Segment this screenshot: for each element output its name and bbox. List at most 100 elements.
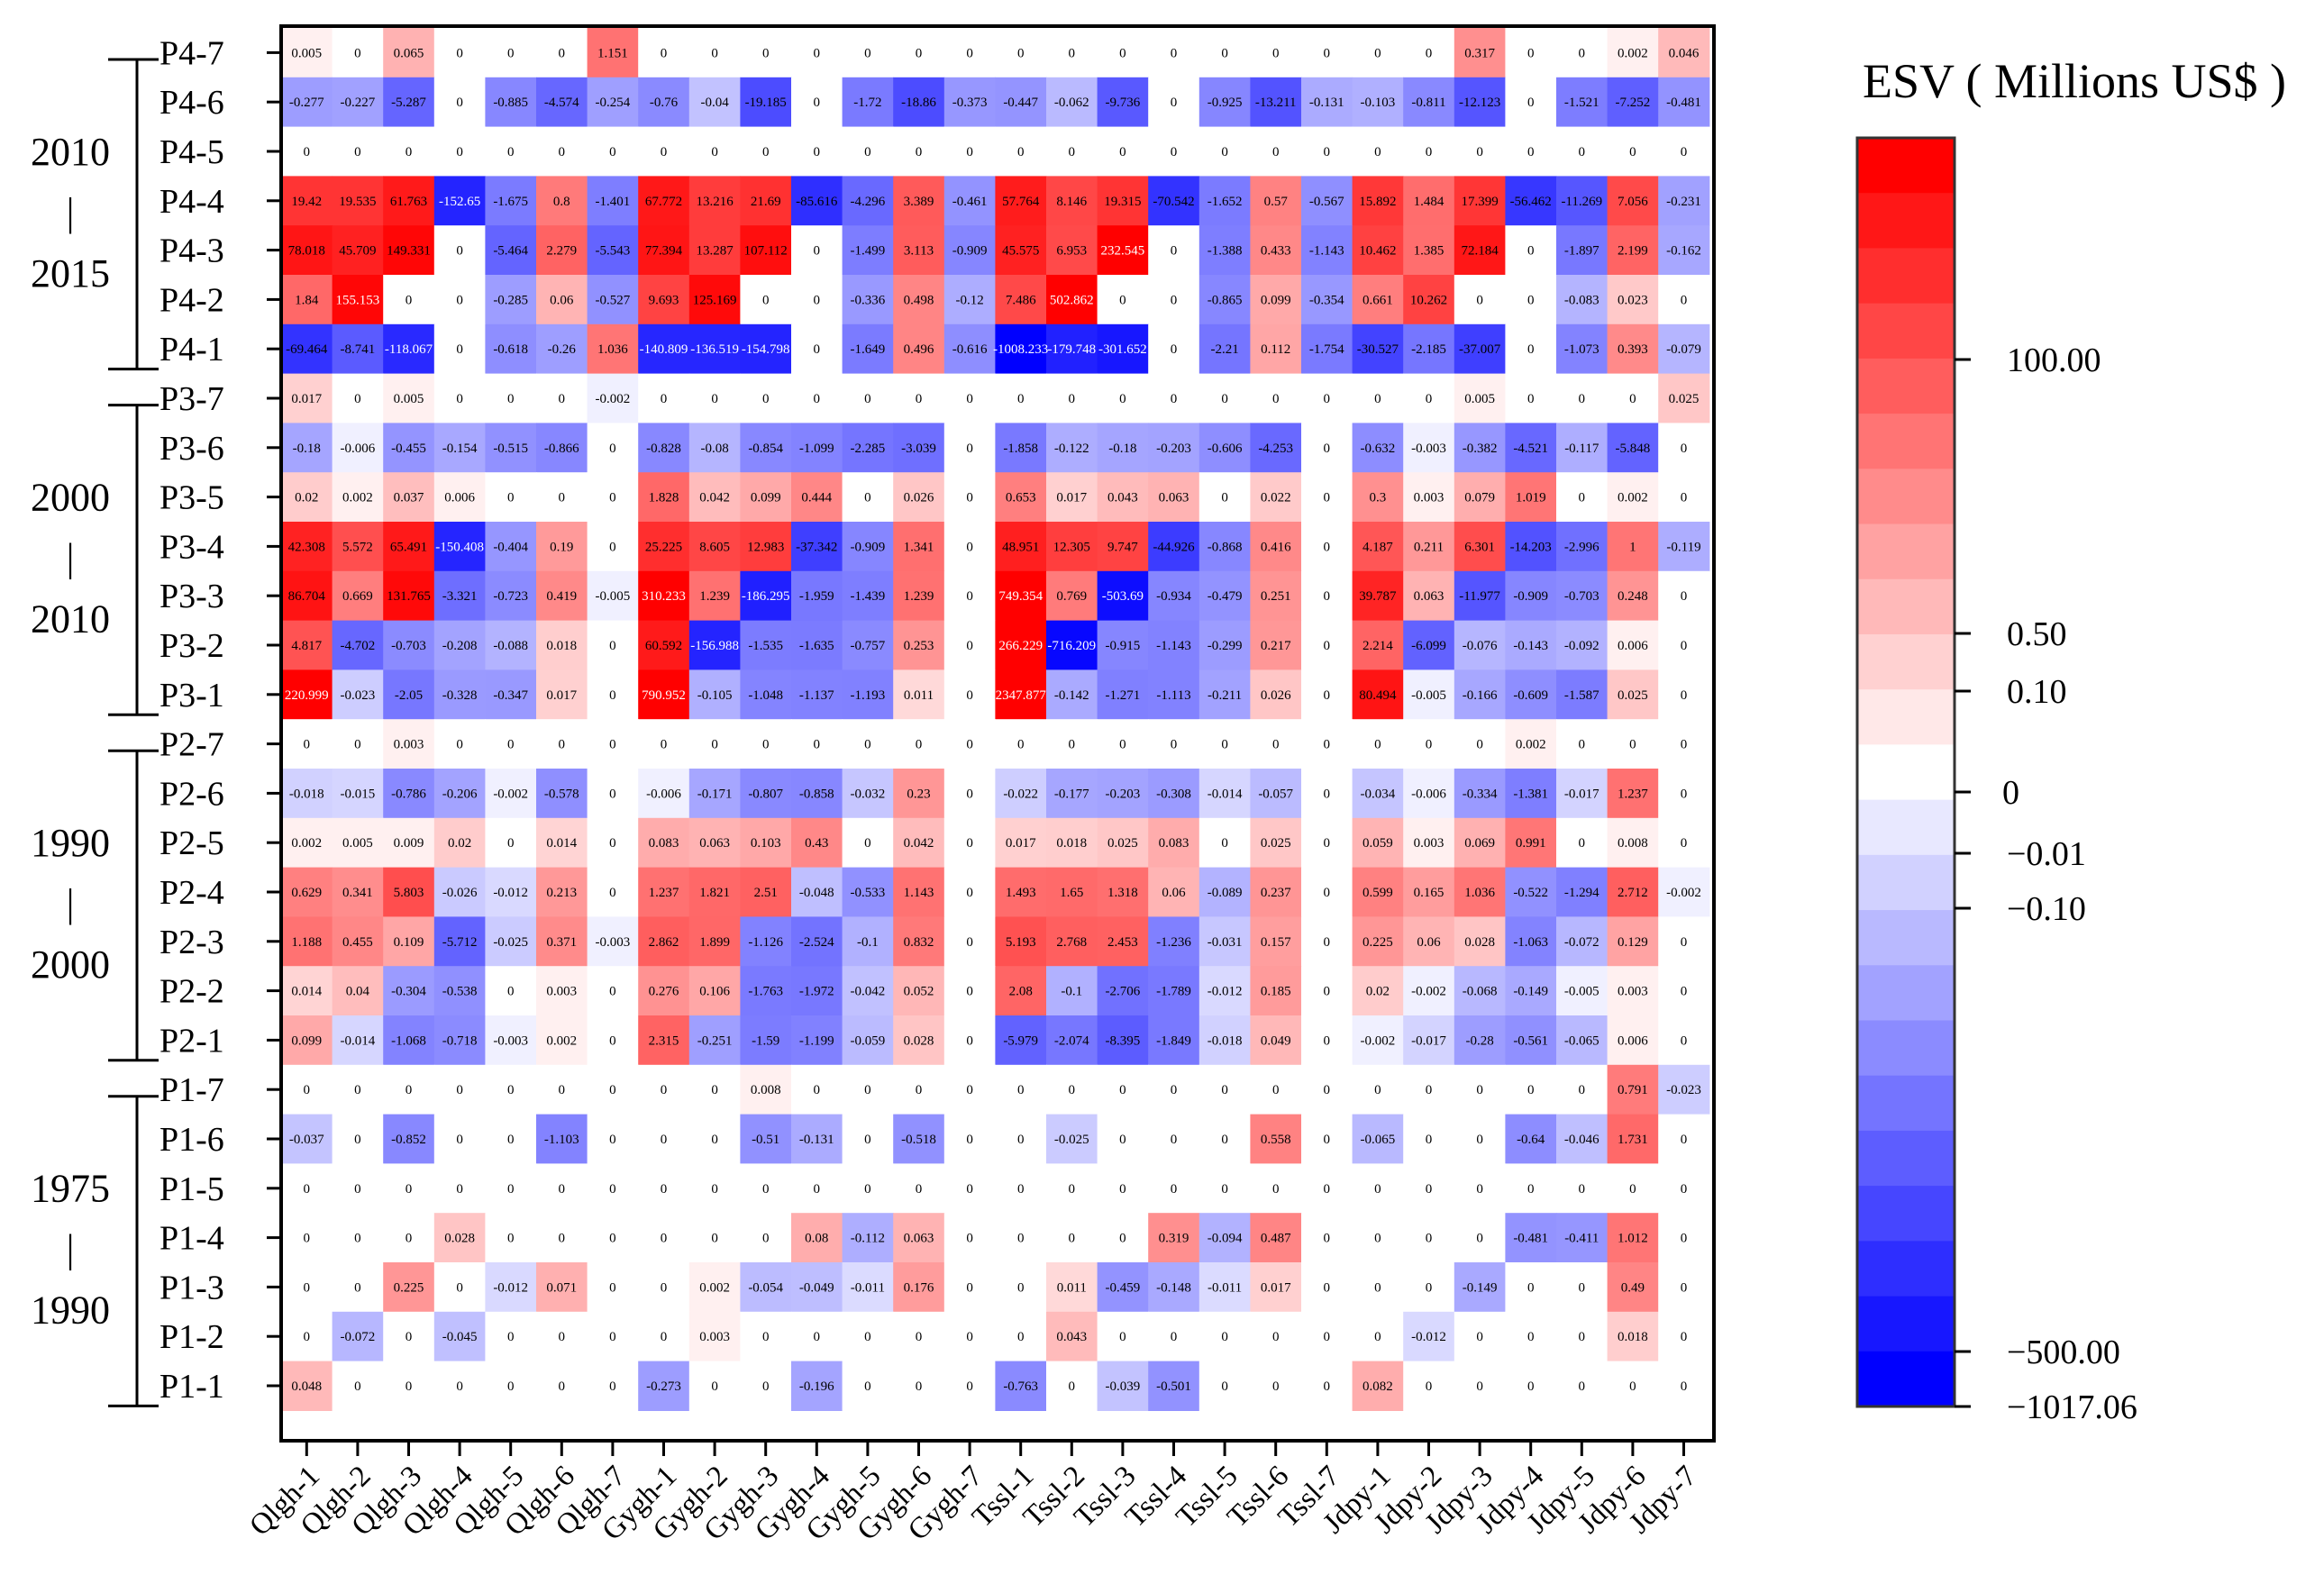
cell-value: -0.854 [748,441,783,456]
cell-value: 0 [966,836,973,851]
cell-value: 0 [762,1379,770,1394]
cell-value: 13.287 [696,244,734,259]
heatmap-cell [1556,225,1609,276]
cell-value: 0 [1171,1083,1178,1097]
cell-value: 0 [762,46,770,60]
cell-value: 3.113 [904,244,934,259]
cell-value: -0.852 [391,1133,426,1147]
heatmap-cell [1148,126,1200,177]
cell-value: 0 [1681,441,1688,456]
period-end: 1990 [31,1288,110,1333]
cell-value: 0.025 [1669,392,1700,406]
heatmap-cell [1250,1361,1302,1411]
cell-value: 0 [916,1379,923,1394]
cell-value: -0.006 [646,787,681,801]
cell-value: 0 [1374,1232,1381,1246]
cell-value: 0 [1119,1182,1126,1197]
cell-value: 1.318 [1107,886,1138,900]
heatmap-cell [943,570,996,622]
cell-value: 0.018 [1618,1330,1648,1344]
heatmap-cell [995,966,1047,1016]
cell-value: 0 [1579,836,1586,851]
heatmap-cell [1658,916,1710,967]
heatmap-cell [1250,1064,1302,1115]
heatmap-cell [433,1213,486,1263]
cell-value: 45.709 [339,244,376,259]
heatmap-cell [740,1015,792,1066]
heatmap-cell [332,1015,384,1066]
heatmap-cell [1454,966,1506,1016]
cell-value: 0 [1629,1182,1636,1197]
cell-value: -0.023 [341,688,376,703]
heatmap-cell [791,570,843,622]
heatmap-cell [1148,522,1200,572]
cell-value: 1.385 [1414,244,1445,259]
heatmap-cell [1198,522,1251,572]
heatmap-cell [943,1064,996,1115]
heatmap-cell [383,1311,435,1362]
colorbar-segment [1857,910,1955,966]
heatmap-cell [1097,570,1149,622]
cell-value: 2.214 [1363,639,1393,653]
cell-value: 0 [1426,392,1433,406]
colorbar-segment [1857,689,1955,745]
colorbar-tick-label: −500.00 [2007,1334,2120,1371]
cell-value: 0 [456,738,463,752]
cell-value: 0.002 [1618,491,1648,505]
heatmap-cell [1607,1213,1659,1263]
heatmap-cell [1505,275,1557,325]
heatmap-cell [791,1213,843,1263]
heatmap-cell [1352,1015,1404,1066]
cell-value: 0 [559,1330,566,1344]
heatmap-cell [842,719,894,769]
colorbar-segment [1857,1130,1955,1187]
heatmap-cell [1250,817,1302,869]
cell-value: 0 [406,145,413,159]
heatmap-cell [587,176,639,226]
cell-value: 10.262 [1410,293,1447,307]
heatmap-cell [1198,719,1251,769]
cell-value: 0.225 [394,1280,424,1295]
cell-value: -0.373 [952,96,988,110]
cell-value: 6.301 [1464,540,1495,554]
cell-value: 0.005 [394,392,424,406]
cell-value: 0 [1119,738,1126,752]
heatmap-cell [485,669,537,720]
cell-value: 0 [507,1379,515,1394]
cell-value: -0.039 [1106,1379,1141,1394]
period-start: 1990 [31,821,110,865]
heatmap-cell [1148,28,1200,78]
heatmap-cell [740,1064,792,1115]
cell-value: 0.02 [295,491,318,505]
heatmap-cell [1250,570,1302,622]
heatmap-cell [740,1262,792,1313]
heatmap-cell [740,472,792,523]
cell-value: -0.632 [1361,441,1396,456]
heatmap-cell [383,966,435,1016]
heatmap-cell [1505,423,1557,473]
heatmap-cell [1198,620,1251,670]
cell-value: -152.65 [439,195,480,209]
heatmap-cell [791,423,843,473]
cell-value: 12.983 [747,540,784,554]
cell-value: -1.972 [799,985,834,999]
heatmap-cell [281,1015,333,1066]
heatmap-cell [791,719,843,769]
cell-value: 0 [1272,392,1280,406]
heatmap-cell [638,275,690,325]
cell-value: 65.491 [390,540,427,554]
heatmap-cell [995,570,1047,622]
cell-value: 0.248 [1618,589,1648,604]
row-label: P2-3 [159,924,224,961]
heatmap-cell [740,719,792,769]
cell-value: -0.459 [1106,1280,1141,1295]
heatmap-cell [893,817,945,869]
cell-value: 502.862 [1050,293,1094,307]
cell-value: -1.271 [1106,688,1141,703]
cell-value: 2.08 [1009,985,1033,999]
heatmap-cell [1046,1163,1098,1214]
row-label: P1-1 [159,1368,224,1406]
heatmap-cell [1250,275,1302,325]
heatmap-cell [1403,126,1455,177]
cell-value: 0 [1069,46,1076,60]
